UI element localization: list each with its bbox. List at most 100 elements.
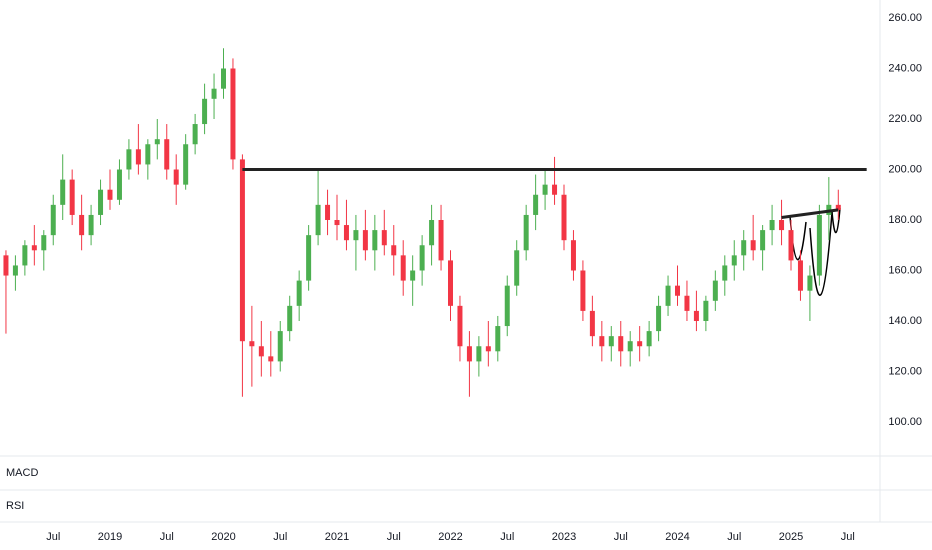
candle-body — [372, 230, 378, 251]
candle-body — [466, 346, 472, 362]
candle-body — [769, 220, 775, 231]
candle-body — [69, 179, 75, 215]
y-tick-label: 160.00 — [888, 264, 922, 276]
candle-body — [410, 270, 416, 281]
candle-body — [514, 250, 520, 286]
candle-body — [722, 265, 728, 281]
candle-body — [485, 346, 491, 352]
candle-body — [580, 270, 586, 311]
candle-body — [60, 179, 66, 205]
x-tick-label: Jul — [387, 531, 401, 543]
candle-body — [589, 310, 595, 337]
candle-body — [675, 285, 680, 296]
candle-body — [31, 245, 37, 251]
candle-body — [637, 341, 643, 347]
candle-body — [296, 280, 302, 306]
candle-body — [618, 336, 624, 352]
candle-body — [523, 214, 529, 251]
candle-body — [542, 184, 548, 195]
candle-body — [760, 230, 766, 251]
candle-body — [391, 245, 397, 256]
candle-body — [334, 220, 340, 226]
candle-body — [126, 149, 132, 170]
candle-body — [741, 240, 747, 256]
candle-body — [154, 139, 160, 145]
candle-body — [438, 220, 444, 261]
candle-body — [41, 235, 47, 251]
candle-body — [504, 285, 510, 327]
candle-body — [306, 235, 312, 281]
x-tick-label: Jul — [841, 531, 855, 543]
x-tick-label: Jul — [614, 531, 628, 543]
x-tick-label: Jul — [160, 531, 174, 543]
y-tick-label: 260.00 — [888, 12, 922, 24]
candle-body — [268, 356, 274, 362]
candle-body — [202, 98, 208, 125]
x-tick-label: 2020 — [211, 531, 235, 543]
x-tick-label: 2024 — [665, 531, 689, 543]
trend-line — [781, 208, 839, 219]
candle-body — [353, 230, 359, 241]
candle-body — [88, 214, 94, 236]
candle-body — [552, 184, 558, 195]
candle-body — [183, 144, 189, 185]
candle-body — [608, 336, 614, 347]
x-tick-label: 2021 — [325, 531, 349, 543]
candle-body — [145, 144, 151, 165]
candle-body — [779, 220, 785, 231]
candle-body — [797, 260, 803, 291]
candle-body — [807, 275, 813, 291]
candle-body — [476, 346, 482, 362]
candle-body — [50, 204, 56, 236]
candle-body — [835, 204, 841, 210]
candle-body — [646, 331, 652, 347]
x-tick-label: 2025 — [779, 531, 803, 543]
y-tick-label: 200.00 — [888, 163, 922, 175]
candle-body — [627, 341, 633, 352]
candle-body — [656, 305, 662, 332]
x-tick-label: Jul — [727, 531, 741, 543]
cup-drawing — [809, 211, 833, 296]
candle-body — [712, 280, 718, 301]
candle-body — [343, 225, 349, 241]
handle-drawing — [831, 207, 841, 234]
candle-body — [22, 245, 28, 266]
candle-body — [239, 159, 245, 342]
candle-body — [287, 305, 293, 332]
candle-body — [79, 214, 85, 236]
candle-body — [173, 169, 179, 185]
candle-body — [693, 310, 699, 321]
x-tick-label: Jul — [46, 531, 60, 543]
candle-body — [429, 220, 435, 246]
candle-body — [249, 341, 255, 347]
x-tick-label: Jul — [273, 531, 287, 543]
candle-body — [703, 300, 709, 321]
candle-body — [192, 124, 198, 145]
candle-body — [533, 194, 539, 215]
y-tick-label: 120.00 — [888, 365, 922, 377]
candle-body — [116, 169, 122, 200]
y-tick-label: 180.00 — [888, 214, 922, 226]
candle-body — [277, 331, 283, 362]
y-tick-label: 140.00 — [888, 315, 922, 327]
candle-body — [561, 194, 567, 241]
candle-body — [448, 260, 453, 306]
candle-body — [12, 265, 18, 276]
y-tick-label: 220.00 — [888, 113, 922, 125]
candle-body — [665, 285, 671, 306]
candle-body — [211, 88, 217, 99]
candle-body — [400, 255, 406, 281]
candle-body — [164, 139, 170, 170]
candle-body — [684, 295, 690, 311]
candle-body — [457, 305, 463, 347]
candle-body — [381, 230, 387, 246]
candle-body — [788, 230, 794, 261]
candle-body — [750, 240, 756, 251]
candle-body — [570, 240, 576, 271]
candle-body — [315, 204, 321, 236]
candle-body — [419, 245, 425, 271]
candle-body — [325, 204, 331, 220]
candle-body — [599, 336, 605, 347]
candle-body — [107, 189, 113, 200]
